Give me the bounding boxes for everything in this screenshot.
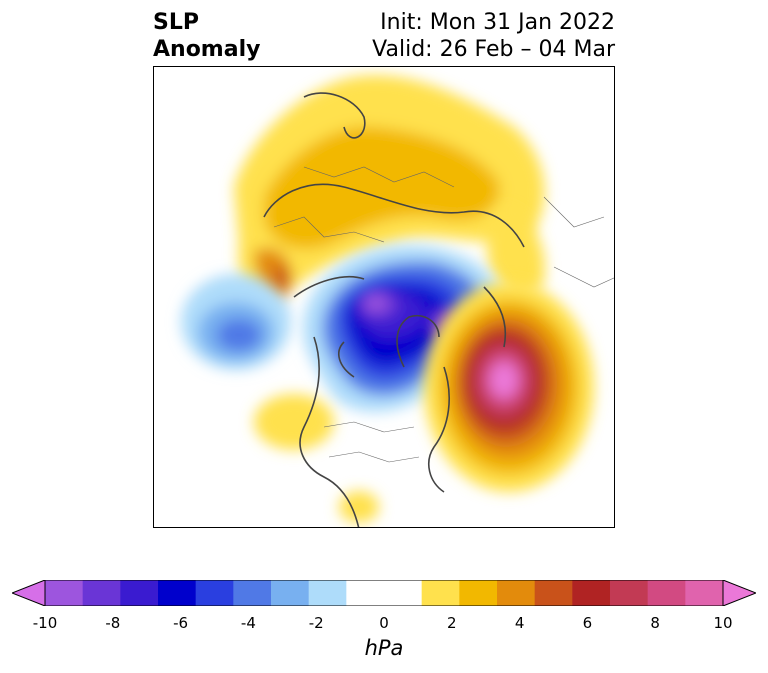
colorbar-cell	[421, 580, 460, 606]
init-date: Init: Mon 31 Jan 2022	[380, 10, 615, 35]
colorbar-cell	[271, 580, 310, 606]
colorbar-cell	[82, 580, 121, 606]
title-left: SLP Anomaly	[153, 9, 260, 63]
colorbar-cell	[158, 580, 197, 606]
field-label: Anomaly	[153, 37, 261, 62]
colorbar-cell	[497, 580, 536, 606]
map-panel	[153, 66, 615, 528]
negative-anomaly-pacific	[181, 274, 291, 370]
positive-anomaly-small	[254, 394, 379, 523]
colorbar	[12, 580, 756, 606]
colorbar-cell	[346, 580, 385, 606]
positive-anomaly-east	[487, 207, 545, 295]
variable-label: SLP	[153, 10, 199, 35]
colorbar-cell	[120, 580, 159, 606]
colorbar-extend-low	[12, 580, 46, 606]
colorbar-cell	[233, 580, 272, 606]
colorbar-tick-label: 0	[379, 614, 389, 632]
colorbar-tick-label: -8	[105, 614, 121, 632]
colorbar-cell	[308, 580, 347, 606]
colorbar-tick-label: -4	[240, 614, 256, 632]
title-right: Init: Mon 31 Jan 2022 Valid: 26 Feb – 04…	[372, 9, 615, 63]
colorbar-cell	[572, 580, 611, 606]
colorbar-tick-label: -6	[173, 614, 189, 632]
colorbar-tick-label: -2	[308, 614, 324, 632]
colorbar-cell	[384, 580, 423, 606]
positive-anomaly-eurasia	[234, 75, 545, 301]
coastlines	[263, 92, 525, 527]
colorbar-cell	[610, 580, 649, 606]
colorbar-frame	[44, 580, 724, 606]
anomaly-map	[154, 67, 614, 527]
colorbar-units: hPa	[364, 636, 404, 660]
colorbar-tick-label: 6	[582, 614, 593, 632]
colorbar-cell	[195, 580, 234, 606]
valid-period: Valid: 26 Feb – 04 Mar	[372, 37, 615, 62]
colorbar-tick-label: 10	[713, 614, 733, 632]
positive-anomaly-atlantic	[424, 282, 594, 492]
colorbar-tick-label: 4	[514, 614, 525, 632]
colorbar-cell	[45, 580, 84, 606]
colorbar-cell	[647, 580, 686, 606]
colorbar-tick-label: 2	[447, 614, 457, 632]
colorbar-cell	[459, 580, 498, 606]
colorbar-cell	[685, 580, 724, 606]
colorbar-cells	[45, 580, 724, 606]
colorbar-cell	[534, 580, 573, 606]
colorbar-tick-label: 8	[650, 614, 660, 632]
borders	[273, 166, 614, 463]
colorbar-extend-high	[722, 580, 756, 606]
colorbar-tick-label: -10	[32, 614, 58, 632]
